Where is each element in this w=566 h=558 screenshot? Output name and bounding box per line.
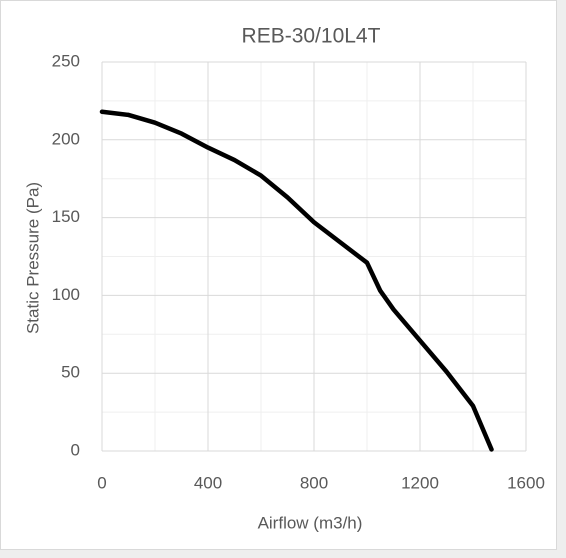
chart-panel	[0, 0, 557, 550]
x-tick-label: 0	[97, 473, 106, 492]
chart-title: REB-30/10L4T	[242, 25, 381, 48]
x-axis-label: Airflow (m3/h)	[258, 513, 363, 532]
y-tick-label: 0	[71, 440, 80, 459]
y-tick-label: 200	[52, 129, 80, 148]
x-tick-label: 800	[300, 473, 328, 492]
y-tick-label: 150	[52, 207, 80, 226]
x-tick-label: 1200	[401, 473, 439, 492]
y-tick-label: 100	[52, 285, 80, 304]
series-line	[99, 109, 494, 452]
x-tick-label: 400	[194, 473, 222, 492]
y-tick-label: 50	[61, 363, 80, 382]
y-axis-label: Static Pressure (Pa)	[23, 182, 42, 334]
y-tick-label: 250	[52, 51, 80, 70]
x-tick-label: 1600	[507, 473, 545, 492]
